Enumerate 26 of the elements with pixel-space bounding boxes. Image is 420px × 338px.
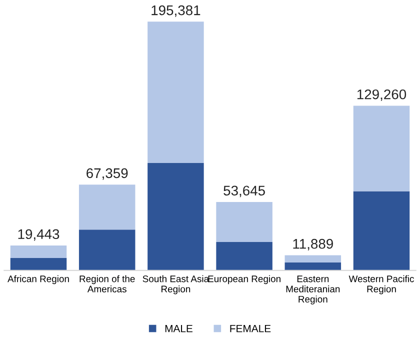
annotation: 19,443: [18, 229, 60, 241]
annotation: 53,645: [224, 186, 265, 198]
bar: [10, 246, 67, 258]
legend-label: FEMALE: [230, 324, 271, 332]
legend-label: MALE: [165, 324, 192, 332]
bar: [78, 184, 136, 230]
bar: [78, 230, 136, 270]
annotation: 195,381: [152, 5, 200, 17]
bar: [148, 162, 204, 270]
x-tick-label: Region of the Americas: [80, 275, 135, 292]
bar: [284, 262, 342, 270]
bar: [10, 258, 67, 270]
x-tick-label: African Region: [8, 275, 69, 284]
bar: [284, 255, 342, 262]
bar: [216, 242, 272, 270]
annotation: 129,260: [357, 89, 406, 101]
bar: [216, 202, 272, 242]
annotation: 11,889: [293, 238, 333, 250]
bar: [353, 191, 410, 270]
bar: [148, 22, 204, 163]
annotation: 67,359: [86, 168, 128, 180]
bar: [353, 106, 410, 192]
x-tick-label: European Region: [208, 275, 280, 284]
x-tick-label: Eastern Mediteranian Region: [286, 276, 340, 304]
x-tick-label: South East Asia Region: [142, 275, 210, 294]
x-tick-label: Western Pacific Region: [348, 275, 414, 294]
